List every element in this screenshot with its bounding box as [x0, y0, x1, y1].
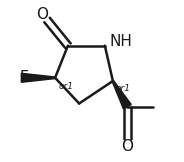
- Polygon shape: [112, 81, 131, 109]
- Text: O: O: [121, 139, 133, 154]
- Text: F: F: [20, 70, 29, 85]
- Text: NH: NH: [110, 34, 132, 49]
- Polygon shape: [21, 73, 55, 82]
- Text: or1: or1: [59, 82, 74, 91]
- Text: O: O: [36, 7, 48, 22]
- Text: or1: or1: [115, 84, 130, 93]
